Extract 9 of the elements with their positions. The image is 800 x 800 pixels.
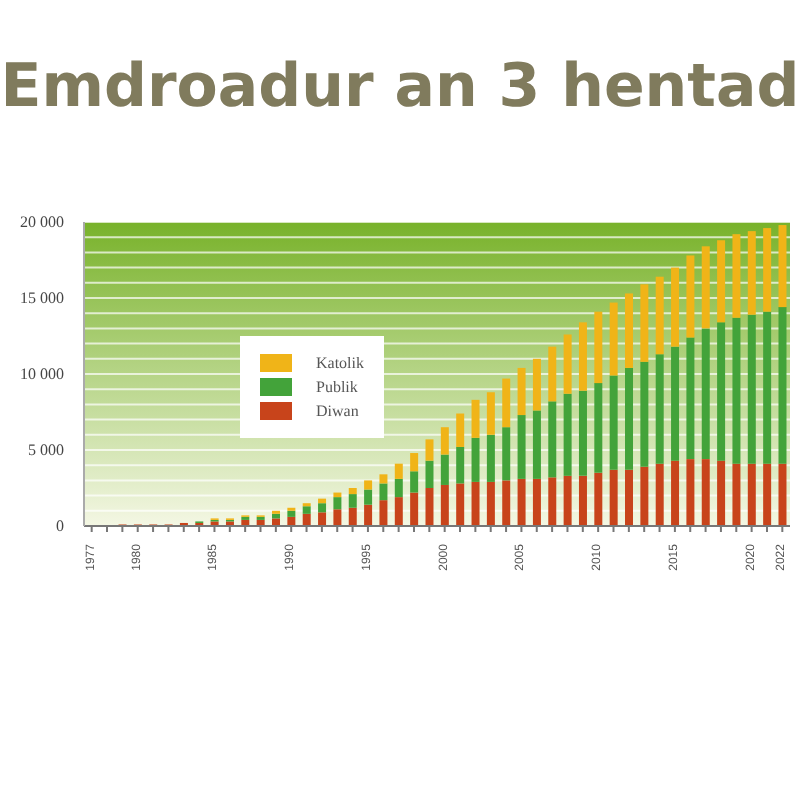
legend-label: Publik — [316, 378, 358, 396]
legend-label: Katolik — [316, 354, 364, 372]
legend-label: Diwan — [316, 402, 359, 420]
y-tick-label: 20 000 — [20, 213, 64, 231]
y-tick-label: 15 000 — [20, 289, 64, 307]
chart-title: Emdroadur an 3 hentad — [0, 52, 800, 122]
y-tick-label: 10 000 — [20, 365, 64, 383]
y-tick-label: 5 000 — [28, 441, 64, 459]
y-tick-label: 0 — [56, 517, 64, 535]
